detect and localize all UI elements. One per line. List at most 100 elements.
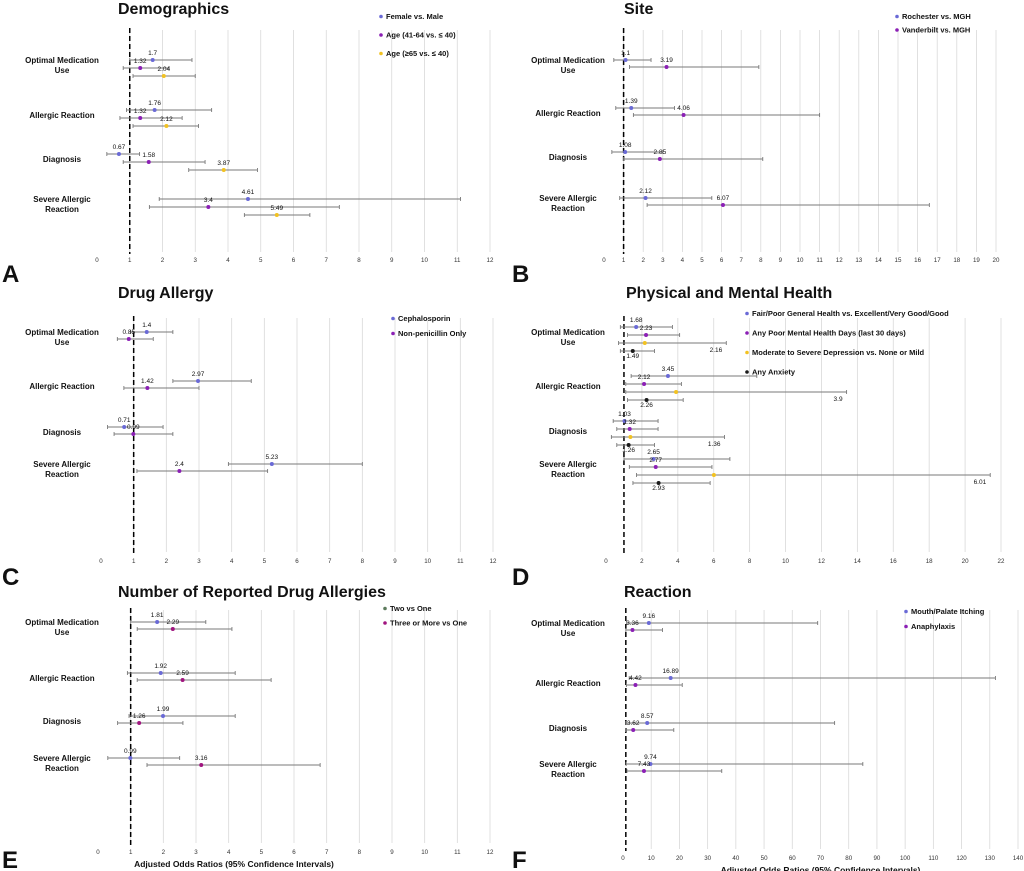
x-tick-label: 20 (993, 257, 1000, 264)
x-tick-label: 2 (161, 257, 165, 264)
outcome-label: Severe Allergic Reaction (33, 460, 91, 479)
point-estimate (145, 386, 150, 390)
legend-entry: Fair/Poor General Health vs. Excellent/V… (752, 309, 949, 318)
x-tick-label: 10 (424, 558, 431, 565)
x-tick-label: 3 (197, 558, 201, 565)
x-tick-label: 0 (96, 849, 100, 856)
x-tick-label: 2 (640, 558, 644, 565)
data-label: 2.26 (640, 402, 653, 409)
x-tick-label: 0 (602, 257, 606, 264)
data-label: 0.85 (122, 329, 135, 336)
data-label: 2.59 (176, 670, 189, 677)
x-tick-label: 3 (194, 849, 198, 856)
point-estimate (623, 58, 628, 62)
legend-marker (379, 14, 383, 19)
data-label: 1.4 (142, 322, 151, 329)
x-tick-label: 7 (739, 257, 743, 264)
legend-entry: Moderate to Severe Depression vs. None o… (752, 348, 925, 357)
legend-marker (391, 316, 395, 321)
data-label: 0.99 (124, 748, 137, 755)
outcome-label: Diagnosis (43, 428, 82, 437)
point-estimate (116, 152, 121, 156)
point-estimate (629, 106, 634, 110)
point-estimate (644, 398, 649, 402)
x-tick-label: 6 (712, 558, 716, 565)
x-tick-label: 4 (676, 558, 680, 565)
x-tick-label: 80 (845, 855, 852, 862)
data-label: 2.04 (157, 66, 170, 73)
data-label: 2.12 (639, 188, 652, 195)
point-estimate (199, 763, 204, 767)
x-tick-label: 30 (704, 855, 711, 862)
data-label: 8.57 (641, 713, 654, 720)
point-estimate (633, 683, 638, 687)
legend-entry: Vanderbilt vs. MGH (902, 26, 970, 35)
data-label: 2.97 (192, 371, 205, 378)
data-label: 2.93 (652, 485, 665, 492)
legend-marker (745, 370, 749, 374)
x-tick-label: 9 (390, 849, 394, 856)
x-tick-label: 14 (854, 558, 861, 565)
x-tick-label: 13 (855, 257, 862, 264)
legend-entry: Three or More vs One (390, 619, 467, 628)
data-label: 2.29 (166, 619, 179, 626)
point-estimate (269, 462, 274, 466)
point-estimate (138, 116, 143, 120)
data-label: 4.61 (242, 189, 255, 196)
point-estimate (644, 333, 649, 337)
x-tick-label: 16 (890, 558, 897, 565)
panel-f: 0 10 20 30 40 50 60 70 80 90 100 110 120 130 140 Reacti… (512, 584, 1024, 871)
panel-title: Site (624, 1, 653, 18)
outcome-label: Severe Allergic Reaction (539, 760, 597, 779)
point-estimate (630, 628, 635, 632)
point-estimate (656, 481, 661, 485)
panel-d: 0 2 4 6 8 10 12 14 16 18 20 22 Physical and Mental H… (512, 285, 1005, 591)
data-label: 1.81 (151, 612, 164, 619)
x-tick-label: 10 (648, 855, 655, 862)
x-tick-label: 9 (779, 257, 783, 264)
outcome-label: Severe Allergic Reaction (33, 195, 91, 214)
point-estimate (634, 325, 639, 329)
x-tick-label: 0 (621, 855, 625, 862)
point-estimate (245, 197, 250, 201)
point-estimate (180, 678, 185, 682)
x-tick-label: 10 (797, 257, 804, 264)
x-tick-label: 12 (487, 849, 494, 856)
point-estimate (720, 203, 725, 207)
data-label: 3.62 (627, 720, 640, 727)
data-label: 1.92 (154, 663, 167, 670)
data-label: 2.77 (649, 457, 662, 464)
x-tick-label: 8 (759, 257, 763, 264)
data-label: 1.42 (141, 378, 154, 385)
panel-letter: E (2, 847, 18, 871)
data-label: 1.08 (619, 142, 632, 149)
x-tick-label: 8 (358, 849, 362, 856)
legend-entry: Age (≥65 vs. ≤ 40) (386, 49, 449, 58)
x-tick-label: 10 (782, 558, 789, 565)
data-label: 3.19 (660, 57, 673, 64)
point-estimate (711, 473, 716, 477)
data-label: 5.49 (270, 205, 283, 212)
data-label: 3.87 (217, 160, 230, 167)
x-tick-label: 90 (873, 855, 880, 862)
outcome-label: Allergic Reaction (535, 382, 600, 391)
x-tick-label: 2 (165, 558, 169, 565)
point-estimate (144, 330, 149, 334)
point-estimate (653, 465, 658, 469)
data-label: 1.26 (133, 713, 146, 720)
data-label: 4.42 (629, 675, 642, 682)
data-label: 1.03 (618, 411, 631, 418)
outcome-label: Optimal Medication Use (531, 328, 605, 347)
point-estimate (170, 627, 175, 631)
panel-title: Number of Reported Drug Allergies (118, 584, 386, 601)
data-label: 3.16 (195, 755, 208, 762)
x-tick-label: 17 (934, 257, 941, 264)
point-estimate (138, 66, 143, 70)
legend-entry: Two vs One (390, 604, 432, 613)
point-estimate (164, 124, 169, 128)
point-estimate (137, 721, 142, 725)
outcome-label: Optimal Medication Use (531, 56, 605, 75)
data-label: 1.32 (623, 419, 636, 426)
